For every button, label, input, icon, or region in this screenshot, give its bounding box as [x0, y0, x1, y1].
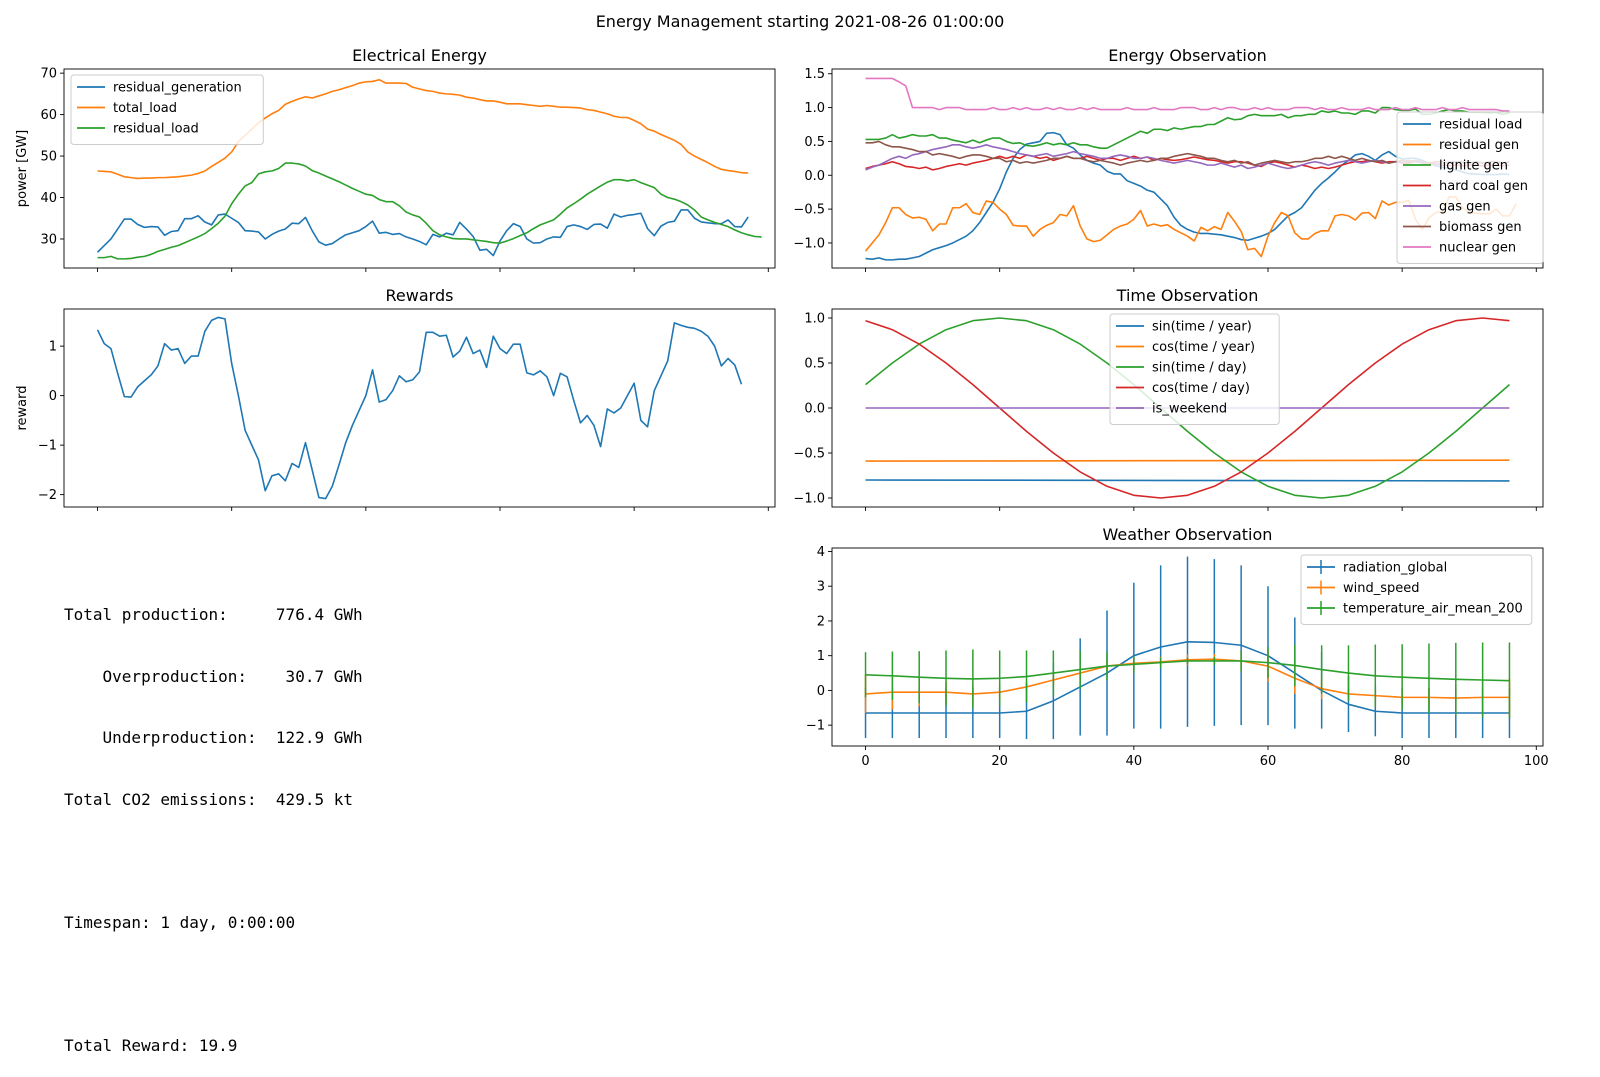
legend-box — [1109, 313, 1280, 425]
y-tick-label: −1 — [806, 719, 825, 734]
x-tick-label: 0 — [861, 754, 869, 769]
electrical-legend: residual_generation total_load residual_lo… — [70, 74, 264, 145]
summary-line: Overproduction: 30.7 GWh — [64, 666, 363, 686]
legend-entry: residual gen — [1439, 138, 1519, 153]
y-tick-label: 40 — [40, 191, 57, 206]
legend-entry: residual_load — [113, 122, 199, 137]
energy_obs-axes: Energy Observation −1.0 −0.5 0.0 0.5 1.0 1.5 re… — [793, 46, 1544, 272]
summary-line — [64, 974, 363, 995]
legend-box — [70, 74, 264, 145]
series-line-0 — [96, 209, 749, 257]
series-line-3 — [865, 317, 1510, 499]
summary-line: Timespan: 1 day, 0:00:00 — [64, 912, 296, 932]
series-line-2 — [97, 162, 762, 260]
series-line-2 — [865, 317, 1510, 499]
legend-entry: temperature_air_mean_200 — [1343, 602, 1523, 617]
legend-entry: biomass gen — [1439, 220, 1522, 235]
x-tick-label: 40 — [1126, 754, 1143, 769]
legend-box — [1300, 554, 1533, 625]
y-tick-label: 1.5 — [804, 67, 825, 82]
rewards-frame — [63, 308, 776, 508]
time_obs-legend: sin(time / year) cos(time / year) sin(time… — [1109, 313, 1280, 425]
electrical-title: Electrical Energy — [352, 46, 487, 65]
y-tick-label: 2 — [817, 614, 825, 629]
legend-entry: sin(time / day) — [1152, 361, 1247, 376]
y-tick-label: 50 — [40, 150, 57, 165]
rewards-ylabel: reward — [15, 385, 30, 430]
x-tick-label: 100 — [1524, 754, 1549, 769]
electrical-axes: Electrical Energy 30 40 50 60 70 power [GW] res… — [15, 46, 776, 272]
y-tick-label: −1 — [38, 439, 57, 454]
figure-suptitle: Energy Management starting 2021-08-26 01… — [595, 12, 1005, 31]
x-tick-label: 80 — [1394, 754, 1411, 769]
rewards-axes: Rewards −2 −1 0 1 reward — [15, 286, 776, 511]
y-tick-label: −0.5 — [793, 447, 825, 462]
series-line-2 — [865, 660, 1510, 682]
energy_obs-legend: residual load residual gen lignite gen hard… — [1396, 111, 1544, 264]
weather_obs-frame — [831, 547, 1544, 747]
rewards-plot-area — [96, 316, 743, 500]
weather_obs-plot-area — [864, 556, 1511, 740]
legend-entry: nuclear gen — [1439, 241, 1516, 256]
summary-stats: Total production: 776.4 GWh Overproducti… — [64, 564, 363, 1077]
y-tick-label: 0.5 — [804, 135, 825, 150]
legend-entry: wind_speed — [1343, 581, 1420, 596]
legend-entry: radiation_global — [1343, 561, 1447, 576]
series-line-6 — [865, 77, 1510, 112]
y-tick-label: 0.5 — [804, 357, 825, 372]
legend-entry: total_load — [113, 101, 177, 116]
series-line-1 — [97, 78, 749, 180]
series-line-0 — [865, 479, 1510, 482]
legend-entry: gas gen — [1439, 200, 1491, 215]
y-tick-label: 0.0 — [804, 402, 825, 417]
y-tick-label: 1.0 — [804, 101, 825, 116]
y-tick-label: 0 — [49, 389, 57, 404]
energy_obs-title: Energy Observation — [1108, 46, 1267, 65]
electrical-ylabel: power [GW] — [15, 130, 30, 207]
y-tick-label: 1.0 — [804, 312, 825, 327]
series-line-0 — [96, 316, 743, 500]
series-line-1 — [865, 459, 1510, 462]
legend-entry: residual_generation — [113, 81, 242, 96]
electrical-frame — [63, 68, 776, 269]
y-tick-label: 1 — [817, 649, 825, 664]
y-tick-label: 0.0 — [804, 169, 825, 184]
y-tick-label: 30 — [40, 232, 57, 247]
y-tick-label: 70 — [40, 67, 57, 82]
legend-entry: sin(time / year) — [1152, 320, 1252, 335]
legend-entry: cos(time / day) — [1152, 381, 1250, 396]
x-tick-label: 60 — [1260, 754, 1277, 769]
y-tick-label: 0 — [817, 684, 825, 699]
summary-line — [64, 851, 363, 872]
legend-entry: lignite gen — [1439, 159, 1508, 174]
time_obs-axes: Time Observation −1.0 −0.5 0.0 0.5 1.0 sin(tim… — [793, 286, 1544, 511]
y-tick-label: 60 — [40, 108, 57, 123]
legend-entry: cos(time / year) — [1152, 340, 1255, 355]
x-tick-label: 20 — [991, 754, 1008, 769]
summary-line: Total production: 776.4 GWh — [64, 605, 363, 624]
y-tick-label: 3 — [817, 580, 825, 595]
y-tick-label: −1.0 — [793, 236, 825, 251]
y-tick-label: −1.0 — [793, 492, 825, 507]
weather_obs-legend: radiation_global wind_speed temperature_ai… — [1300, 554, 1533, 625]
y-tick-label: 4 — [817, 545, 825, 560]
legend-entry: is_weekend — [1152, 402, 1227, 417]
legend-entry: residual load — [1439, 118, 1522, 133]
time_obs-title: Time Observation — [1116, 286, 1259, 305]
y-tick-label: −2 — [38, 488, 57, 503]
rewards-title: Rewards — [386, 286, 454, 305]
electrical-plot-area — [96, 78, 762, 260]
summary-line: Underproduction: 122.9 GWh — [64, 728, 363, 747]
y-tick-label: −0.5 — [793, 203, 825, 218]
legend-entry: hard coal gen — [1439, 179, 1528, 194]
weather_obs-title: Weather Observation — [1103, 525, 1273, 544]
series-line-0 — [865, 640, 1510, 714]
legend-box — [1396, 111, 1544, 264]
y-tick-label: 1 — [49, 340, 57, 355]
summary-line: Total Reward: 19.9 — [64, 1035, 238, 1055]
